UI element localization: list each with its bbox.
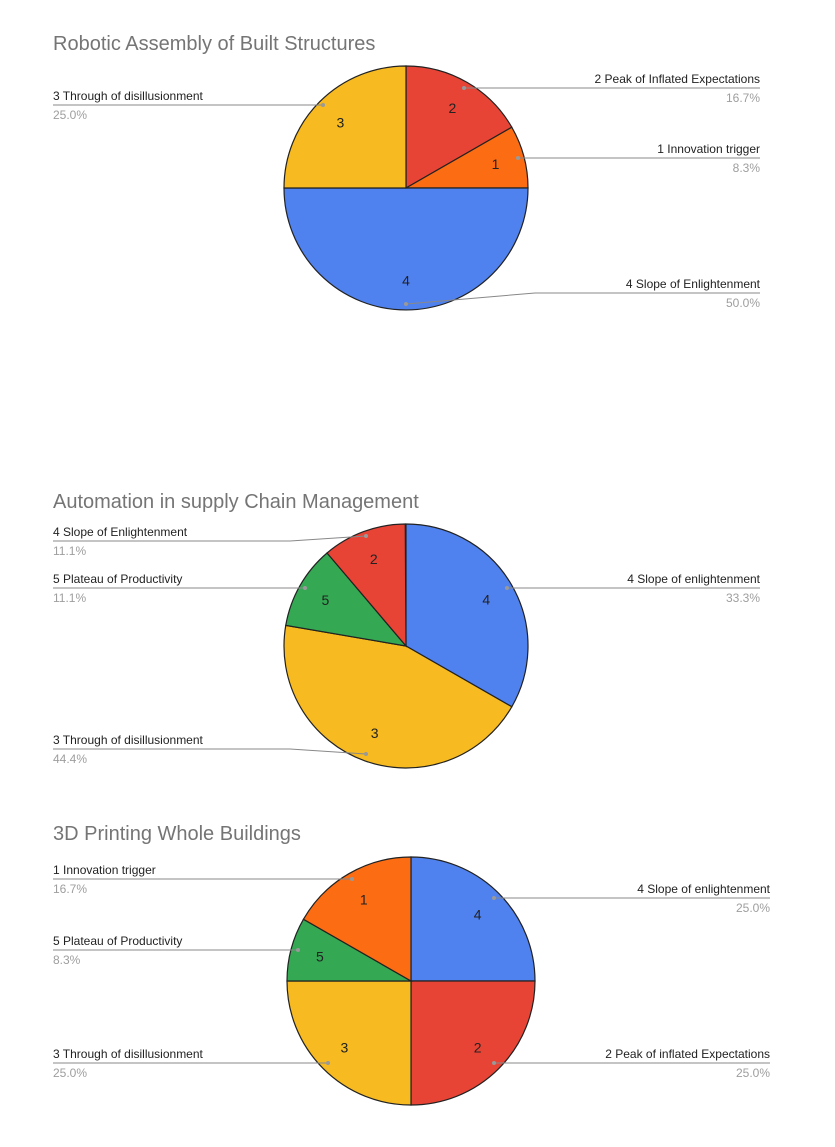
pie-slice — [302, 856, 412, 983]
callout-dot — [350, 877, 354, 881]
callout-dot — [492, 1061, 496, 1065]
pie-slice — [286, 980, 412, 1106]
slice-percent: 11.1% — [53, 591, 86, 605]
slice-number-label: 5 — [316, 949, 324, 965]
slice-number-label: 1 — [492, 156, 500, 172]
slice-label: 3 Through of disillusionment — [53, 733, 204, 747]
slice-label: 3 Through of disillusionment — [53, 89, 204, 103]
slice-label: 1 Innovation trigger — [53, 863, 156, 877]
callout-dot — [492, 896, 496, 900]
callout-line — [53, 748, 367, 755]
slice-number-label: 4 — [474, 906, 482, 922]
callout-line — [53, 535, 367, 542]
slice-number-label: 3 — [371, 725, 379, 741]
pie-slice — [283, 65, 407, 189]
slice-label: 4 Slope of enlightenment — [637, 882, 770, 896]
callout-dot — [326, 1061, 330, 1065]
slice-number-label: 2 — [449, 100, 457, 116]
callout-dot — [404, 302, 408, 306]
chart-title: Robotic Assembly of Built Structures — [53, 33, 375, 55]
slice-number-label: 1 — [360, 891, 368, 907]
slice-label: 5 Plateau of Productivity — [53, 572, 182, 586]
slice-number-label: 3 — [340, 1040, 348, 1056]
slice-percent: 50.0% — [726, 296, 760, 310]
pie-slice — [326, 523, 407, 648]
slice-number-label: 4 — [402, 273, 410, 289]
callout-dot — [321, 103, 325, 107]
slice-number-label: 3 — [337, 114, 345, 130]
slice-percent: 8.3% — [733, 161, 761, 175]
pie-slice — [405, 65, 513, 190]
slice-percent: 8.3% — [53, 953, 81, 967]
pie-slice — [410, 856, 536, 982]
pie-chart: Automation in supply Chain Management 4 3 5… — [53, 491, 761, 769]
slice-number-label: 2 — [370, 551, 378, 567]
chart-title: 3D Printing Whole Buildings — [53, 823, 301, 845]
slice-label: 4 Slope of Enlightenment — [626, 277, 761, 291]
pie-slice — [283, 624, 513, 769]
slice-percent: 44.4% — [53, 752, 87, 766]
callout-dot — [303, 586, 307, 590]
callout-line — [405, 292, 760, 305]
slice-label: 2 Peak of inflated Expectations — [605, 1047, 770, 1061]
slice-number-label: 4 — [482, 592, 490, 608]
slice-number-label: 2 — [474, 1040, 482, 1056]
pie-slice — [283, 187, 529, 311]
callout-dot — [462, 86, 466, 90]
slice-label: 1 Innovation trigger — [657, 142, 760, 156]
slice-label: 5 Plateau of Productivity — [53, 934, 182, 948]
callout-dot — [516, 156, 520, 160]
slice-percent: 11.1% — [53, 544, 86, 558]
callout-dot — [364, 534, 368, 538]
pie-chart: Robotic Assembly of Built Structures 2 1 4 3… — [53, 33, 761, 311]
pie-slice — [405, 523, 529, 708]
slice-percent: 25.0% — [53, 108, 87, 122]
slice-percent: 25.0% — [53, 1066, 87, 1080]
callout-dot — [505, 586, 509, 590]
slice-label: 2 Peak of Inflated Expectations — [595, 72, 760, 86]
slice-percent: 16.7% — [53, 882, 87, 896]
pie-slice — [285, 552, 408, 647]
callout-dot — [364, 752, 368, 756]
callout-dot — [296, 948, 300, 952]
slice-percent: 25.0% — [736, 1066, 770, 1080]
slice-percent: 16.7% — [726, 91, 760, 105]
pie-chart: 3D Printing Whole Buildings 4 2 3 5 1 4 Slope … — [53, 823, 771, 1106]
chart-title: Automation in supply Chain Management — [53, 491, 419, 513]
slice-label: 4 Slope of Enlightenment — [53, 525, 188, 539]
slice-number-label: 5 — [322, 592, 330, 608]
slice-label: 4 Slope of enlightenment — [627, 572, 760, 586]
pie-slice — [410, 980, 536, 1106]
slice-label: 3 Through of disillusionment — [53, 1047, 204, 1061]
slice-percent: 25.0% — [736, 901, 770, 915]
slice-percent: 33.3% — [726, 591, 760, 605]
